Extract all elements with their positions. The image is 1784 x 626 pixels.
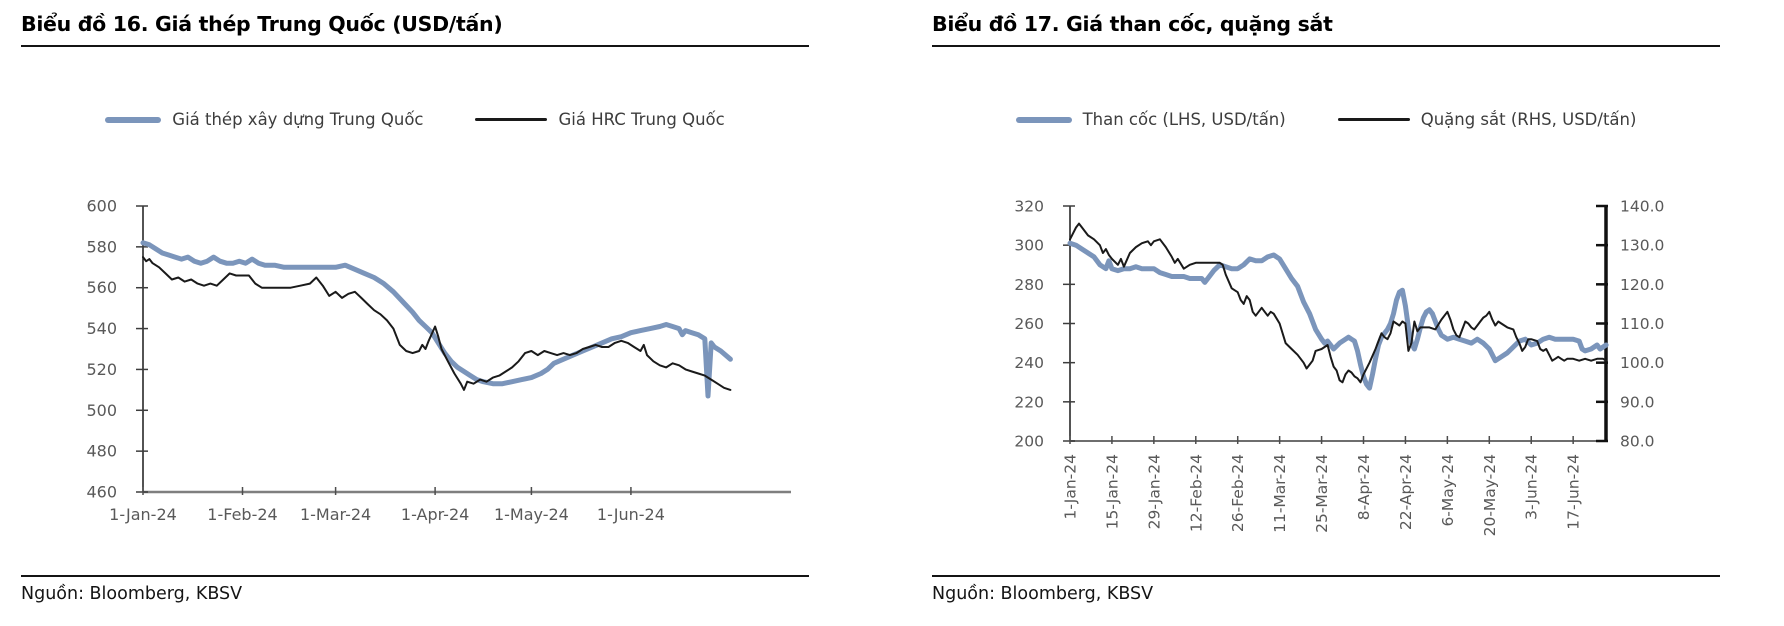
x-tick-label: 20-May-24: [1481, 454, 1499, 536]
y-tick-label: 500: [86, 401, 117, 420]
legend-line-sample: [1015, 116, 1072, 123]
series-line: [1067, 240, 1609, 391]
x-tick-label: 17-Jun-24: [1565, 454, 1583, 530]
y-tick-label: 540: [86, 319, 117, 338]
y-tick-label: 560: [86, 278, 117, 297]
legend-item: Giá HRC Trung Quốc: [475, 110, 725, 129]
y-tick-label: 240: [1014, 354, 1044, 372]
chart-17-legend: Than cốc (LHS, USD/tấn) Quặng sắt (RHS, U…: [932, 110, 1720, 129]
chart-17-panel: Biểu đồ 17. Giá than cốc, quặng sắt Than…: [932, 12, 1720, 604]
y-right-tick-label: 140.0: [1620, 198, 1664, 216]
x-tick-label: 3-Jun-24: [1523, 454, 1541, 520]
legend-label: Giá HRC Trung Quốc: [558, 110, 725, 129]
y-tick-label: 280: [1014, 276, 1044, 294]
x-tick-label: 12-Feb-24: [1187, 454, 1205, 532]
y-tick-label: 480: [86, 442, 117, 461]
series-line: [142, 256, 732, 391]
legend-line-sample: [475, 118, 548, 121]
chart-17-plot: 320 300 280 260 240 220 200 140.0 130.0 120.0 110.…: [1014, 198, 1664, 537]
chart-16-title: Biểu đồ 16. Giá thép Trung Quốc (USD/tấn…: [21, 12, 809, 47]
chart-17-source: Nguồn: Bloomberg, KBSV: [932, 575, 1720, 604]
x-tick-label: 1-Mar-24: [300, 505, 371, 524]
chart-17-body: Than cốc (LHS, USD/tấn) Quặng sắt (RHS, U…: [932, 47, 1720, 575]
y-tick-label: 520: [86, 360, 117, 379]
y-tick-label: 220: [1014, 393, 1044, 411]
y-tick-label: 460: [86, 483, 117, 502]
x-tick-label: 1-Apr-24: [401, 505, 469, 524]
y-right-tick-label: 80.0: [1620, 433, 1655, 451]
y-tick-label: 320: [1014, 198, 1044, 216]
x-tick-label: 8-Apr-24: [1355, 454, 1373, 520]
y-tick-label: 200: [1014, 433, 1044, 451]
legend-item: Giá thép xây dựng Trung Quốc: [105, 110, 423, 129]
legend-line-sample: [105, 116, 162, 123]
series-line: [1069, 222, 1608, 384]
y-tick-label: 300: [1014, 237, 1044, 255]
x-tick-label: 25-Mar-24: [1313, 454, 1331, 533]
legend-label: Than cốc (LHS, USD/tấn): [1082, 110, 1286, 129]
y-right-tick-label: 90.0: [1620, 393, 1655, 411]
y-right-tick-label: 120.0: [1620, 276, 1664, 294]
x-tick-label: 15-Jan-24: [1103, 454, 1121, 529]
y-tick-label: 600: [86, 197, 117, 216]
y-tick-label: 580: [86, 237, 117, 256]
legend-line-sample: [1337, 118, 1410, 121]
chart-16-legend: Giá thép xây dựng Trung Quốc Giá HRC Trun…: [21, 110, 809, 129]
y-tick-label: 260: [1014, 315, 1044, 333]
x-tick-label: 1-Feb-24: [207, 505, 277, 524]
legend-label: Quặng sắt (RHS, USD/tấn): [1420, 110, 1637, 129]
series-line: [140, 240, 733, 399]
x-tick-label: 1-Jun-24: [597, 505, 665, 524]
chart-16-body: Giá thép xây dựng Trung Quốc Giá HRC Trun…: [21, 47, 809, 575]
x-tick-label: 1-Jan-24: [1062, 454, 1080, 520]
chart-17-title: Biểu đồ 17. Giá than cốc, quặng sắt: [932, 12, 1720, 47]
chart-16-panel: Biểu đồ 16. Giá thép Trung Quốc (USD/tấn…: [21, 12, 809, 604]
y-right-tick-label: 100.0: [1620, 354, 1664, 372]
chart-16-source: Nguồn: Bloomberg, KBSV: [21, 575, 809, 604]
y-right-tick-label: 130.0: [1620, 237, 1664, 255]
x-tick-label: 22-Apr-24: [1397, 454, 1415, 530]
x-tick-label: 11-Mar-24: [1271, 454, 1289, 533]
x-tick-label: 6-May-24: [1439, 454, 1457, 527]
x-tick-label: 1-May-24: [494, 505, 569, 524]
x-tick-label: 26-Feb-24: [1229, 454, 1247, 532]
legend-item: Than cốc (LHS, USD/tấn): [1015, 110, 1286, 129]
x-tick-label: 29-Jan-24: [1145, 454, 1163, 529]
legend-label: Giá thép xây dựng Trung Quốc: [172, 110, 424, 129]
legend-item: Quặng sắt (RHS, USD/tấn): [1337, 110, 1637, 129]
x-tick-label: 1-Jan-24: [109, 505, 177, 524]
chart-16-plot: 600 580 560 540 520 500 480 460 1-Jan-24 1-Feb-24…: [86, 197, 791, 524]
y-right-tick-label: 110.0: [1620, 315, 1664, 333]
